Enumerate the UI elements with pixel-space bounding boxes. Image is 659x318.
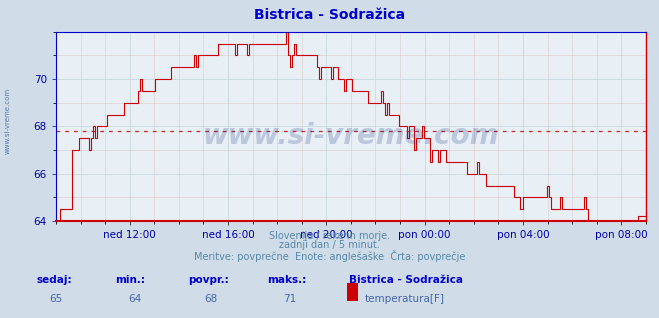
Text: temperatura[F]: temperatura[F] xyxy=(364,294,444,304)
Text: Slovenija / reke in morje.: Slovenija / reke in morje. xyxy=(269,231,390,240)
Text: Meritve: povprečne  Enote: anglešaške  Črta: povprečje: Meritve: povprečne Enote: anglešaške Črt… xyxy=(194,250,465,262)
Text: maks.:: maks.: xyxy=(267,275,306,285)
Text: www.si-vreme.com: www.si-vreme.com xyxy=(5,88,11,154)
Text: Bistrica - Sodražica: Bistrica - Sodražica xyxy=(254,8,405,22)
Text: 65: 65 xyxy=(49,294,63,304)
Text: min.:: min.: xyxy=(115,275,146,285)
Text: 71: 71 xyxy=(283,294,297,304)
Text: sedaj:: sedaj: xyxy=(36,275,72,285)
Text: 64: 64 xyxy=(129,294,142,304)
Text: povpr.:: povpr.: xyxy=(188,275,229,285)
Text: zadnji dan / 5 minut.: zadnji dan / 5 minut. xyxy=(279,240,380,250)
Text: 68: 68 xyxy=(204,294,217,304)
Text: www.si-vreme.com: www.si-vreme.com xyxy=(203,122,499,150)
Text: Bistrica - Sodražica: Bistrica - Sodražica xyxy=(349,275,463,285)
